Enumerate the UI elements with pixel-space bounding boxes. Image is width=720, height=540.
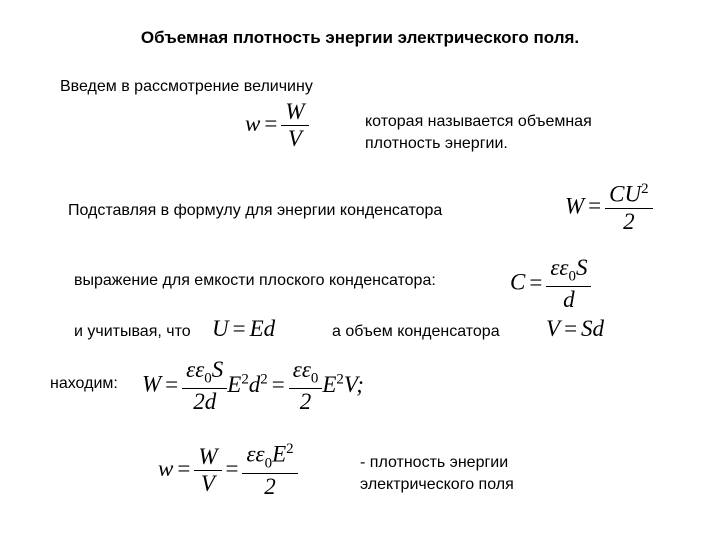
eq7-f2-num-a: εε — [246, 442, 264, 467]
page-title: Объемная плотность энергии электрическог… — [0, 28, 720, 48]
we-find-text: находим: — [50, 375, 118, 393]
equation-C: C=εε0Sd — [510, 256, 591, 312]
equation-W-expanded: W=εε0S2dE2d2=εε02E2V; — [142, 358, 364, 414]
capacitance-text: выражение для емкости плоского конденсат… — [74, 272, 436, 290]
eq2-den: 2 — [605, 209, 652, 234]
eq2-num-base: CU — [609, 182, 641, 207]
eq2-lhs: W — [565, 193, 584, 218]
eq6-after1-sup1: 2 — [241, 371, 248, 387]
eq6-after2-a: E — [322, 372, 336, 397]
eq6-frac2: εε02 — [289, 358, 323, 414]
eq6-f1-num-a: εε — [186, 357, 204, 382]
eq1-num: W — [281, 100, 308, 126]
equation-w-final: w=WV=εε0E22 — [158, 442, 298, 499]
eq6-after2-sup: 2 — [336, 371, 343, 387]
eq6-after2: E2V; — [322, 372, 364, 397]
eq7-lhs: w — [158, 456, 173, 481]
eq3-num-b: S — [576, 255, 588, 280]
p8-line2: электрического поля — [360, 476, 514, 493]
p2-line1: которая называется объемная — [365, 113, 592, 130]
eq6-f2-num-a: εε — [293, 357, 311, 382]
equation-U: U=Ed — [212, 316, 275, 342]
eq6-f2-num: εε0 — [289, 358, 323, 389]
equation-w-def: w=WV — [245, 100, 309, 151]
eq3-num: εε0S — [546, 256, 591, 287]
definition-text: которая называется объемная плотность эн… — [365, 111, 592, 154]
eq6-after1-a: E — [227, 372, 241, 397]
eq7-f2-num-sub: 0 — [265, 455, 272, 471]
eq4-lhs: U — [212, 316, 229, 341]
eq2-num-sup: 2 — [641, 181, 648, 197]
eq6-f1-num: εε0S — [182, 358, 227, 389]
eq2-frac: CU22 — [605, 182, 652, 234]
eq6-f1-num-sub: 0 — [204, 371, 211, 387]
eq1-den: V — [281, 126, 308, 151]
eq3-num-a: εε — [550, 255, 568, 280]
eq6-after1: E2d2 — [227, 372, 268, 397]
eq1-frac: WV — [281, 100, 308, 151]
eq6-f1-den: 2d — [182, 389, 227, 414]
eq7-f2-num: εε0E2 — [242, 442, 297, 474]
eq7-f1-num: W — [194, 445, 221, 471]
eq4-rhs: Ed — [250, 316, 276, 341]
eq6-f2-den: 2 — [289, 389, 323, 414]
eq6-after1-sup2: 2 — [260, 371, 267, 387]
slide: Объемная плотность энергии электрическог… — [0, 0, 720, 540]
eq5-lhs: V — [546, 316, 560, 341]
volume-text: а объем конденсатора — [332, 323, 500, 341]
equation-V: V=Sd — [546, 316, 604, 342]
intro-text: Введем в рассмотрение величину — [60, 78, 313, 96]
eq7-f2-after-sup: 2 — [286, 441, 293, 457]
result-text: - плотность энергии электрического поля — [360, 452, 514, 495]
eq3-lhs: C — [510, 270, 525, 295]
eq7-f2-after-a: E — [272, 442, 286, 467]
p2-line2: плотность энергии. — [365, 135, 508, 152]
eq1-lhs: w — [245, 111, 260, 136]
eq2-num: CU2 — [605, 182, 652, 209]
eq6-lhs: W — [142, 372, 161, 397]
eq7-frac1: WV — [194, 445, 221, 496]
eq6-frac1: εε0S2d — [182, 358, 227, 414]
eq7-frac2: εε0E22 — [242, 442, 297, 499]
eq3-frac: εε0Sd — [546, 256, 591, 312]
substitute-text: Подставляя в формулу для энергии конденс… — [68, 202, 442, 220]
eq7-f1-den: V — [194, 471, 221, 496]
eq6-after2-b: V; — [344, 372, 364, 397]
taking-into-account-text: и учитывая, что — [74, 323, 191, 341]
p8-line1: - плотность энергии — [360, 454, 508, 471]
eq5-rhs: Sd — [581, 316, 604, 341]
eq3-num-sub: 0 — [568, 269, 575, 285]
eq6-after1-b: d — [249, 372, 261, 397]
equation-W-capacitor: W=CU22 — [565, 182, 653, 234]
eq3-den: d — [546, 287, 591, 312]
eq6-f1-num-b: S — [212, 357, 224, 382]
eq6-f2-num-sub: 0 — [311, 371, 318, 387]
eq7-f2-den: 2 — [242, 474, 297, 499]
